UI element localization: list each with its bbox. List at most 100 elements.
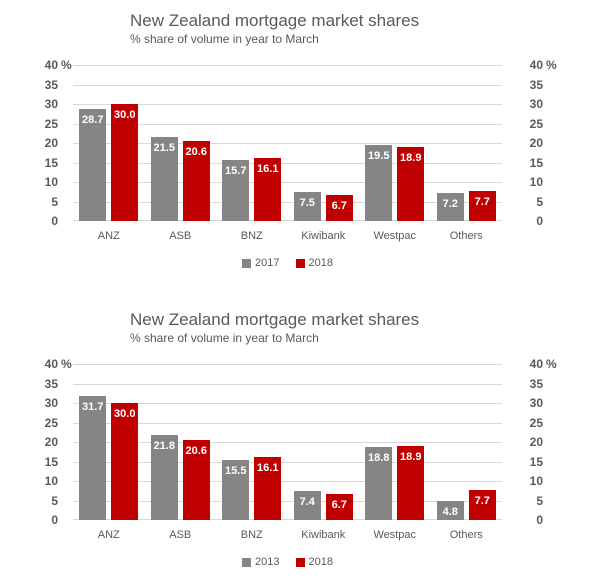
y-tick-label: 5 <box>525 495 558 507</box>
bar-2013-westpac: 18.8 <box>365 446 393 520</box>
x-category-label-others: Others <box>449 230 483 242</box>
y-tick-value: 15 <box>44 454 58 469</box>
y-tick-label: 15 <box>40 456 73 468</box>
bar-group-bnz: 15.5 16.1 <box>216 364 288 520</box>
y-tick-label: 40% <box>525 59 558 71</box>
y-tick-value: 15 <box>529 155 543 170</box>
bar-value-label: 7.5 <box>299 196 315 209</box>
y-tick-value: 30 <box>44 97 58 111</box>
y-tick-label: 10 <box>40 475 73 487</box>
bar-2013-asb: 21.8 <box>150 434 178 520</box>
bar-groups: 31.7 30.0 21.8 20.6 15.5 16.1 7.4 6.7 18.8 18.9 4.… <box>73 364 502 520</box>
x-category-label-asb: ASB <box>169 230 192 242</box>
y-tick-label: 30 <box>40 397 73 409</box>
gridline <box>73 162 502 164</box>
bar-2018-westpac: 18.9 <box>397 446 425 520</box>
bar-value-label: 7.7 <box>474 195 490 208</box>
bar-value-label: 16.1 <box>257 462 279 475</box>
y-tick-label: 20 <box>525 137 558 149</box>
chart-title: New Zealand mortgage market shares <box>130 11 420 30</box>
bar-value-label: 7.2 <box>442 197 458 210</box>
bar-group-anz: 31.7 30.0 <box>73 364 145 520</box>
bar-2017-bnz: 15.7 <box>222 159 250 221</box>
gridline <box>73 104 502 105</box>
legend-swatch-icon <box>242 258 252 268</box>
chart-subtitle: % share of volume in year to March <box>130 331 319 345</box>
x-category-label-westpac: Westpac <box>373 230 417 242</box>
x-axis-labels: ANZ ASB BNZ Kiwibank Westpac Others <box>73 230 502 242</box>
bar-2017-asb: 21.5 <box>150 137 178 221</box>
y-tick-value: 30 <box>44 396 58 410</box>
bar-2018-asb: 20.6 <box>182 439 210 520</box>
gridline <box>73 481 502 482</box>
y-tick-value: 0 <box>536 214 543 228</box>
x-category-label-anz: ANZ <box>97 230 120 242</box>
y-axis-left: 40% 35 30 25 20 15 10 5 0 <box>0 59 73 227</box>
gridline <box>73 182 502 183</box>
y-tick-value: 35 <box>44 376 58 391</box>
y-tick-value: 40 <box>529 58 543 72</box>
y-tick-value: 35 <box>529 77 543 92</box>
gridline <box>73 201 502 203</box>
y-tick-label: 10 <box>525 475 558 487</box>
y-axis-unit: % <box>546 357 557 371</box>
y-tick-value: 40 <box>44 58 58 72</box>
bar-value-label: 6.7 <box>331 199 347 212</box>
x-category-label-kiwibank: Kiwibank <box>301 230 346 242</box>
y-tick-label: 0 <box>525 215 558 227</box>
gridline <box>73 383 502 385</box>
plot-row: 40% 35 30 25 20 15 10 5 0 31.7 30.0 21.8 20.6 15.5 16… <box>0 358 600 526</box>
y-tick-label: 40% <box>40 358 73 370</box>
y-tick-label: 25 <box>40 417 73 429</box>
legend-swatch-icon <box>295 557 305 567</box>
y-tick-label: 15 <box>40 157 73 169</box>
y-tick-label: 0 <box>40 215 73 227</box>
y-tick-label: 35 <box>525 79 558 91</box>
y-tick-value: 5 <box>536 194 543 209</box>
legend: 2017 2018 <box>73 257 502 269</box>
y-tick-label: 5 <box>40 196 73 208</box>
y-tick-value: 15 <box>44 155 58 170</box>
y-axis-left: 40% 35 30 25 20 15 10 5 0 <box>0 358 73 526</box>
y-tick-label: 20 <box>40 436 73 448</box>
legend-swatch-icon <box>242 557 252 567</box>
y-tick-value: 20 <box>529 136 543 150</box>
bar-2017-others: 7.2 <box>436 192 464 221</box>
bar-value-label: 7.4 <box>299 496 315 509</box>
bar-value-label: 21.8 <box>153 439 175 452</box>
y-tick-label: 30 <box>40 98 73 110</box>
bar-value-label: 21.5 <box>153 142 175 155</box>
bar-group-westpac: 18.8 18.9 <box>359 364 431 520</box>
plot-area: 28.7 30.0 21.5 20.6 15.7 16.1 7.5 6.7 19.5 18.9 7.… <box>73 65 502 221</box>
y-tick-label: 15 <box>525 157 558 169</box>
y-tick-value: 30 <box>529 396 543 410</box>
bar-group-others: 7.2 7.7 <box>431 65 503 221</box>
bar-groups: 28.7 30.0 21.5 20.6 15.7 16.1 7.5 6.7 19.5 18.9 7.… <box>73 65 502 221</box>
y-tick-value: 25 <box>44 116 58 131</box>
bar-2018-asb: 20.6 <box>182 140 210 221</box>
y-tick-label: 40% <box>525 358 558 370</box>
legend-label: 2018 <box>308 257 333 269</box>
bar-value-label: 30.0 <box>114 408 136 420</box>
y-tick-label: 10 <box>525 176 558 188</box>
legend-item-2018: 2018 <box>295 556 333 568</box>
bar-2017-anz: 28.7 <box>79 109 107 221</box>
gridline <box>73 500 502 502</box>
legend-item-2013: 2013 <box>242 556 280 568</box>
legend-label: 2013 <box>255 556 280 568</box>
bar-value-label: 30.0 <box>114 109 136 121</box>
y-tick-label: 25 <box>40 118 73 130</box>
y-tick-value: 40 <box>529 357 543 371</box>
bar-value-label: 6.7 <box>331 498 347 511</box>
legend-item-2018: 2018 <box>295 257 333 269</box>
y-tick-label: 5 <box>40 495 73 507</box>
y-tick-value: 10 <box>44 175 58 189</box>
bar-2018-others: 7.7 <box>468 190 496 221</box>
y-tick-value: 0 <box>536 513 543 527</box>
gridline <box>73 403 502 404</box>
gridline <box>73 65 502 66</box>
bar-value-label: 20.6 <box>185 145 207 158</box>
x-category-label-others: Others <box>449 529 483 541</box>
legend-label: 2017 <box>255 257 280 269</box>
bar-2018-anz: 30.0 <box>111 104 139 221</box>
